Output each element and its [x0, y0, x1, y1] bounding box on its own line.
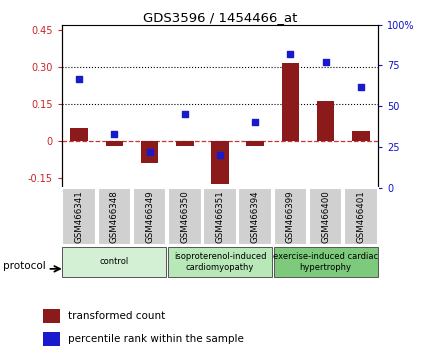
Text: GSM466401: GSM466401 [356, 190, 365, 243]
Text: control: control [100, 257, 129, 267]
Point [146, 149, 153, 155]
Point [287, 51, 294, 57]
Text: GSM466341: GSM466341 [75, 190, 84, 243]
Point [322, 59, 329, 65]
Bar [43, 309, 60, 323]
Text: transformed count: transformed count [68, 311, 165, 321]
Text: GSM466400: GSM466400 [321, 190, 330, 243]
Point [181, 112, 188, 117]
FancyBboxPatch shape [274, 188, 307, 245]
Text: protocol: protocol [4, 261, 46, 271]
Point [216, 152, 224, 158]
Point [252, 120, 259, 125]
Bar [106, 141, 123, 146]
FancyBboxPatch shape [133, 188, 166, 245]
FancyBboxPatch shape [238, 188, 272, 245]
Text: GSM466394: GSM466394 [251, 190, 260, 243]
FancyBboxPatch shape [274, 247, 378, 277]
Text: GSM466349: GSM466349 [145, 190, 154, 243]
Text: GSM466351: GSM466351 [216, 190, 224, 243]
Bar [141, 141, 158, 163]
Text: exercise-induced cardiac
hypertrophy: exercise-induced cardiac hypertrophy [273, 252, 378, 272]
Point [111, 131, 118, 137]
Text: GSM466399: GSM466399 [286, 190, 295, 243]
Bar [211, 141, 229, 184]
FancyBboxPatch shape [203, 188, 237, 245]
FancyBboxPatch shape [309, 188, 342, 245]
Text: GSM466350: GSM466350 [180, 190, 189, 243]
Bar [70, 129, 88, 141]
FancyBboxPatch shape [62, 247, 166, 277]
Text: percentile rank within the sample: percentile rank within the sample [68, 334, 244, 344]
Text: isoproterenol-induced
cardiomyopathy: isoproterenol-induced cardiomyopathy [174, 252, 266, 272]
Bar [246, 141, 264, 146]
Text: GSM466348: GSM466348 [110, 190, 119, 243]
FancyBboxPatch shape [98, 188, 131, 245]
Bar [176, 141, 194, 146]
FancyBboxPatch shape [168, 188, 202, 245]
FancyBboxPatch shape [62, 188, 96, 245]
Point [357, 84, 364, 90]
Point [76, 76, 83, 81]
Bar [352, 131, 370, 141]
FancyBboxPatch shape [168, 247, 272, 277]
Bar [43, 332, 60, 346]
Bar [282, 63, 299, 141]
Title: GDS3596 / 1454466_at: GDS3596 / 1454466_at [143, 11, 297, 24]
FancyBboxPatch shape [344, 188, 378, 245]
Bar [317, 101, 334, 141]
